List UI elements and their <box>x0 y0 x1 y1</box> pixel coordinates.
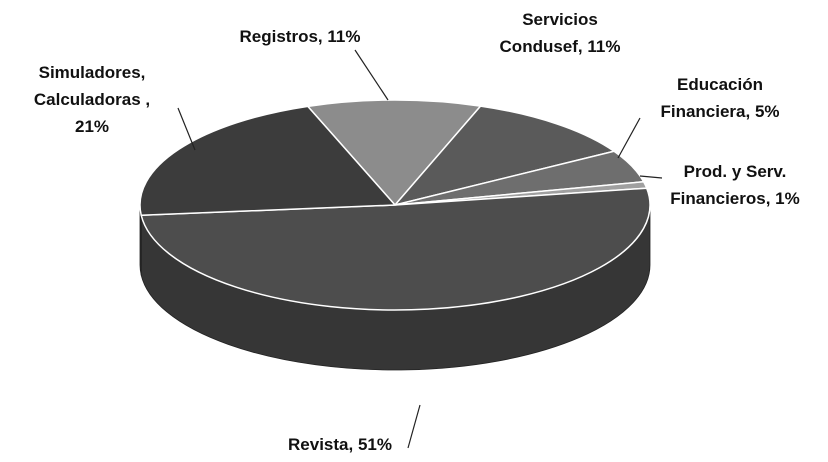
data-label: Registros, 11% <box>240 27 361 46</box>
leader-line <box>177 107 196 151</box>
slice <box>140 187 651 311</box>
slice <box>392 105 616 207</box>
data-label: Servicios <box>522 10 598 29</box>
data-label: Financiera, 5% <box>660 102 779 121</box>
data-label: Educación <box>677 75 763 94</box>
data-label: Simuladores, <box>39 63 146 82</box>
data-label: Prod. y Serv. <box>684 162 787 181</box>
data-label: Revista, 51% <box>288 435 392 454</box>
data-label: Financieros, 1% <box>670 189 799 208</box>
leader-line <box>407 404 421 449</box>
leader-line <box>639 175 663 179</box>
data-label: 21% <box>75 117 109 136</box>
leader-line <box>617 117 641 159</box>
data-label: Calculadoras , <box>34 90 150 109</box>
data-label: Condusef, 11% <box>500 37 621 56</box>
leader-line <box>354 49 389 101</box>
slice <box>139 105 397 217</box>
slice <box>306 99 483 207</box>
